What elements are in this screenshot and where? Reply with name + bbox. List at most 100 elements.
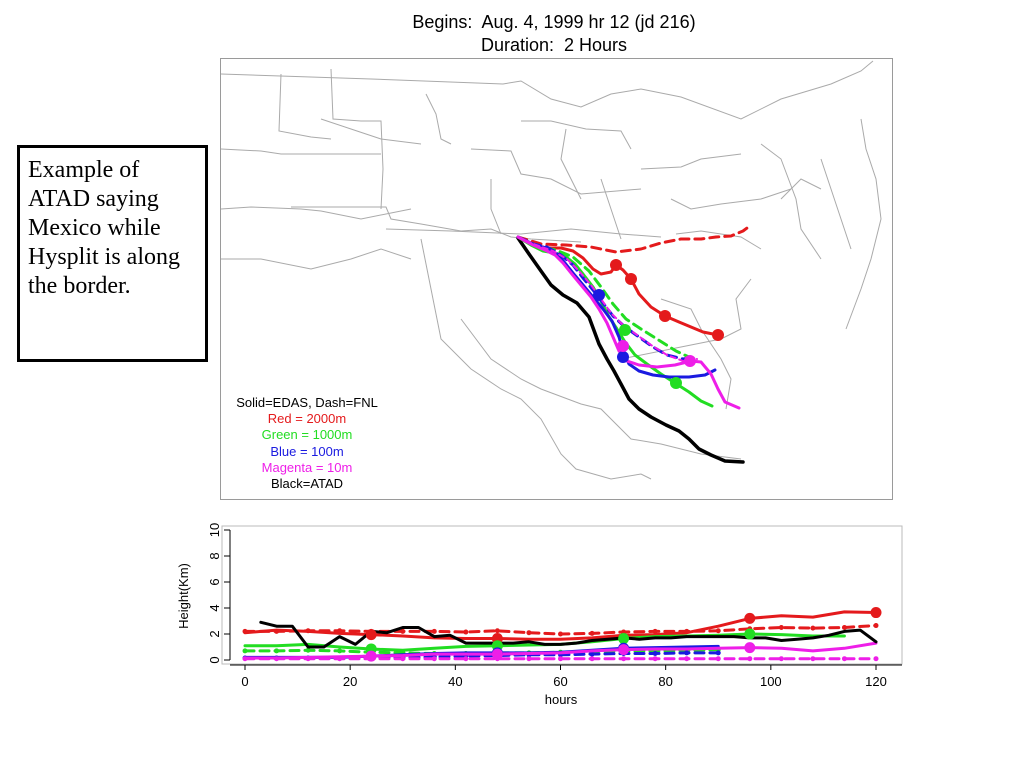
black-solid-series [259,620,878,649]
red-marker [365,629,377,641]
magenta-point [337,656,343,662]
x-tick-label: 80 [658,674,672,689]
magenta-point [400,656,406,662]
political-boundaries [221,60,882,480]
y-tick-label: 8 [207,552,222,559]
y-tick-label: 0 [207,656,222,663]
magenta-edas-trajectory [516,235,741,410]
red-point [810,625,816,631]
red-point [589,630,595,636]
green-marker [670,377,682,389]
map-title: Begins: Aug. 4, 1999 hr 12 (jd 216) [412,12,696,32]
green-dash-series [243,648,720,655]
green-point [274,648,280,654]
y-axis-label: Height(Km) [176,563,191,629]
magenta-point [463,656,469,662]
y-tick-label: 4 [207,604,222,611]
annotation-callout: Example of ATAD saying Mexico while Hysp… [17,145,208,362]
red-point [873,623,879,629]
blue-marker [617,351,629,363]
legend: Solid=EDAS, Dash=FNL Red = 2000m Green =… [228,395,386,492]
red-point [463,629,469,635]
x-axis-label: hours [545,692,578,707]
red-marker [744,612,756,624]
magenta-point [841,656,847,662]
red-point [778,625,784,630]
red-solid-series [243,610,878,641]
red-marker [610,259,622,271]
magenta-point [558,656,563,662]
y-tick-label: 2 [207,630,222,637]
y-tick-label: 6 [207,578,222,585]
y-tick-label: 10 [207,523,222,537]
x-tick-label: 120 [865,674,887,689]
red-marker [712,329,724,341]
x-tick-label: 100 [760,674,782,689]
magenta-point [652,656,658,662]
legend-item-red: Red = 2000m [267,411,347,427]
legend-item-green: Green = 1000m [261,427,353,443]
green-fnl-trajectory [516,235,701,362]
magenta-point [684,656,690,662]
legend-item-magenta: Magenta = 10m [261,459,353,475]
red-marker [659,310,671,322]
red-fnl-trajectory [516,223,753,254]
red-point [841,625,847,630]
blue-point [652,651,658,656]
black-atad-trajectory [516,236,745,464]
green-point [242,648,248,654]
plot-frame [221,525,903,665]
magenta-point [873,656,879,662]
trajectories [516,223,753,464]
magenta-point [589,656,595,662]
trajectory-markers [593,259,724,389]
red-point [494,628,500,634]
magenta-point [526,656,532,662]
red-point [431,628,437,634]
magenta-marker [491,648,503,660]
duration-subtitle: Duration: 2 Hours [480,35,628,55]
magenta-point [431,656,437,662]
magenta-point [305,656,311,662]
x-tick-label: 60 [553,674,567,689]
magenta-marker [617,340,629,352]
x-tick-label: 0 [241,674,248,689]
blue-point [684,650,690,656]
magenta-marker [744,642,756,654]
legend-item-blue: Blue = 100m [270,443,344,459]
red-point [400,628,406,634]
legend-item-black: Black=ATAD [270,476,344,492]
red-point [274,628,280,634]
magenta-marker [684,355,696,367]
markers [365,607,882,662]
green-point [305,647,311,653]
magenta-point [778,656,784,662]
magenta-point [747,656,753,662]
red-marker [625,273,637,285]
trajectory-map [220,58,893,500]
magenta-point [810,656,816,662]
red-point [305,628,311,634]
x-tick-label: 20 [343,674,357,689]
blue-point [715,650,721,656]
red-point [715,628,721,634]
magenta-marker [618,644,630,656]
red-point [526,630,532,636]
red-point [652,628,658,634]
red-point [558,631,563,637]
green-marker [744,628,756,640]
magenta-point [274,656,280,662]
red-point [337,628,343,634]
red-marker [870,607,882,619]
blue-marker [593,289,605,301]
x-tick-label: 40 [448,674,462,689]
green-marker [618,633,630,645]
series [242,610,879,662]
red-point [684,628,690,634]
green-marker [619,324,631,336]
green-point [337,648,343,654]
magenta-point [242,656,248,662]
magenta-fnl-trajectory [517,236,698,362]
blue-point [589,651,595,657]
magenta-marker [365,650,377,662]
